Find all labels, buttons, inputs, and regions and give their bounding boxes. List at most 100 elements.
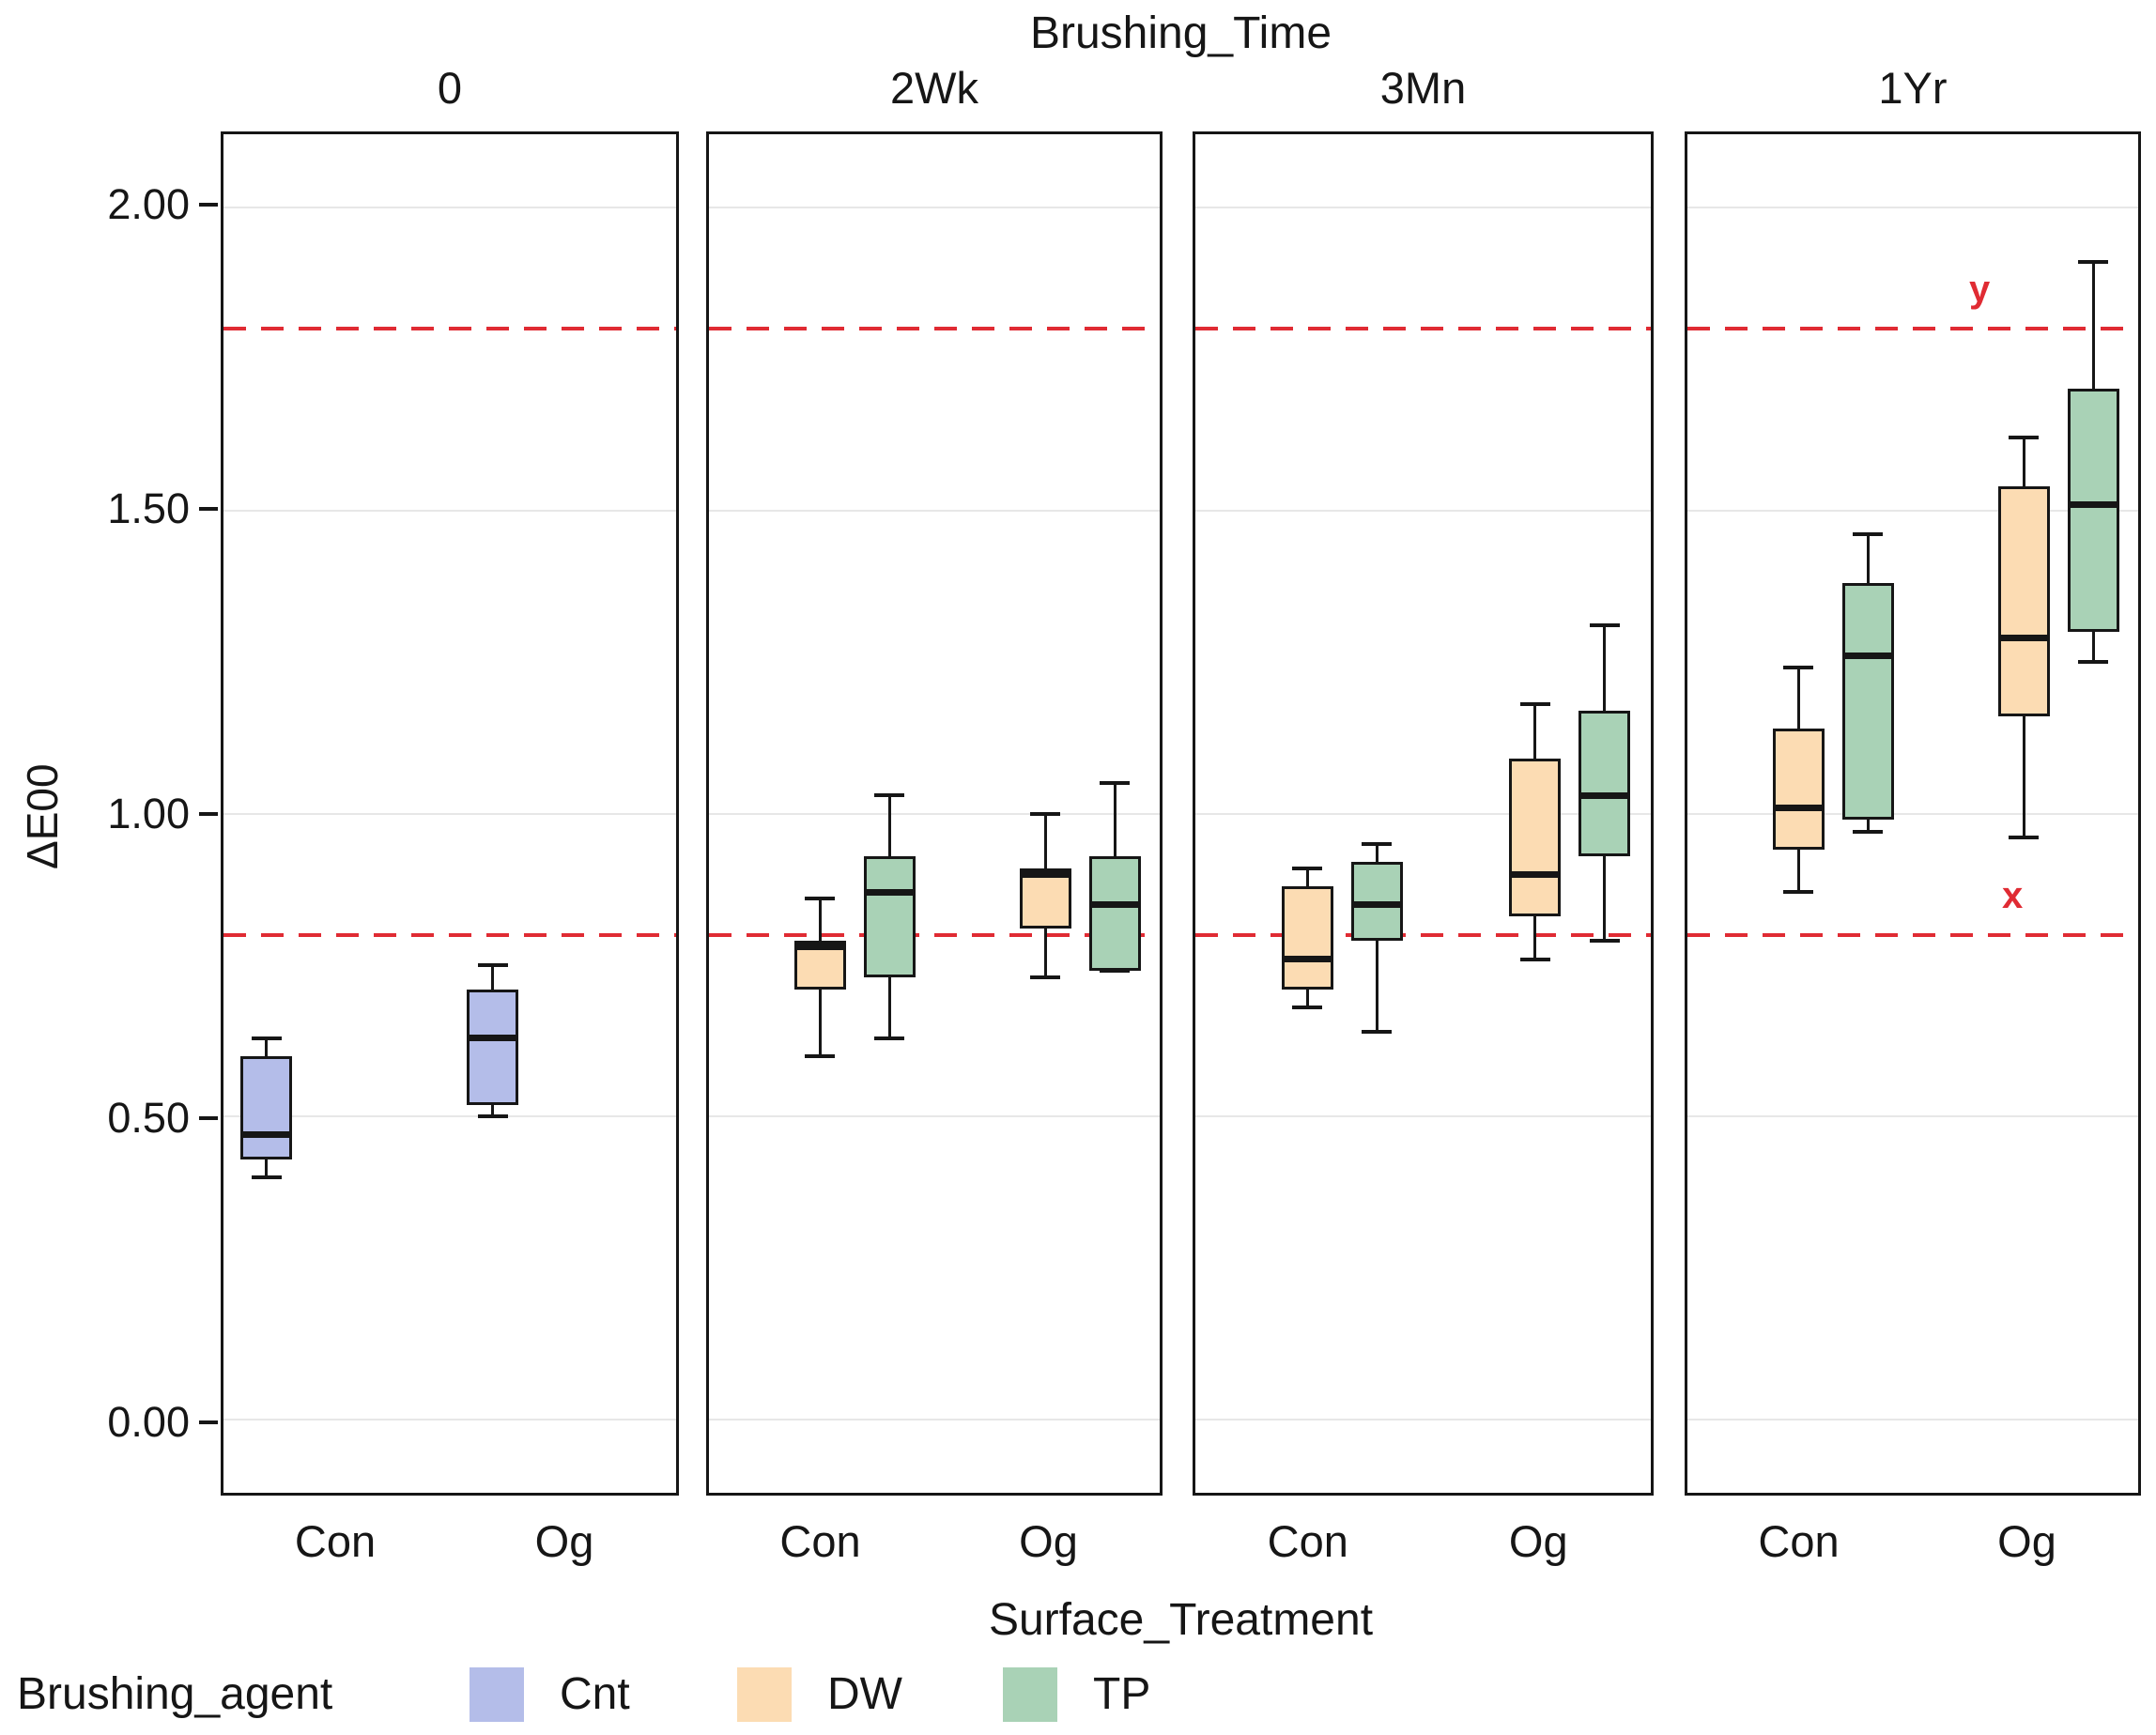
boxplot-median [1578, 791, 1631, 799]
gridline [709, 206, 1160, 208]
boxplot-box [1997, 485, 2050, 717]
gridline [223, 509, 676, 512]
boxplot-whisker-cap [1589, 623, 1620, 628]
x-category-label: Con [1758, 1516, 1840, 1566]
gridline [1687, 509, 2138, 512]
boxplot-box [1841, 583, 1894, 820]
ref-line-label: y [1969, 268, 1991, 310]
gridline [1195, 509, 1651, 512]
x-category-label: Con [779, 1516, 861, 1566]
boxplot-median [793, 944, 846, 951]
boxplot-whisker-cap [477, 1114, 508, 1119]
boxplot-whisker-cap [1362, 1030, 1393, 1035]
boxplot-box [1019, 868, 1071, 929]
legend-swatch [1003, 1667, 1057, 1722]
y-tick-label: 1.50 [107, 484, 190, 533]
x-category-label: Og [534, 1516, 594, 1566]
gridline [1687, 812, 2138, 815]
gridline [709, 812, 1160, 815]
y-tick-label: 2.00 [107, 179, 190, 228]
boxplot-whisker-cap [1783, 890, 1813, 895]
boxplot-box [1509, 759, 1562, 917]
boxplot-median [240, 1131, 292, 1139]
boxplot-whisker-cap [1853, 829, 1883, 834]
boxplot-median [2067, 500, 2119, 508]
boxplot-whisker-cap [477, 962, 508, 967]
x-category-label: Con [1267, 1516, 1348, 1566]
boxplot-whisker-cap [2009, 435, 2039, 439]
boxplot-median [1841, 653, 1894, 660]
legend-item: TP [1003, 1667, 1150, 1722]
reference-line [1195, 326, 1651, 330]
boxplot-whisker-cap [1362, 841, 1393, 846]
y-tick-label: 0.50 [107, 1093, 190, 1142]
facet-strip-label: 2Wk [890, 63, 978, 113]
boxplot-whisker-cap [1589, 939, 1620, 944]
boxplot-whisker-cap [1100, 969, 1130, 974]
legend-swatch [470, 1667, 524, 1722]
boxplot-whisker-cap [874, 1036, 904, 1040]
ref-line-label: x [2002, 874, 2024, 916]
boxplot-median [1019, 870, 1071, 878]
facet-strip-label: 0 [437, 63, 463, 113]
boxplot-box [2067, 389, 2119, 632]
boxplot-whisker-cap [1519, 702, 1550, 707]
gridline [1687, 1419, 2138, 1421]
boxplot-median [1088, 900, 1141, 908]
chart-title: Brushing_Time [1029, 8, 1332, 58]
boxplot-median [1350, 900, 1403, 908]
gridline [1195, 812, 1651, 815]
legend-item-label: TP [1093, 1669, 1151, 1719]
gridline [223, 1115, 676, 1118]
facet-strip-label: 3Mn [1379, 63, 1467, 113]
gridline [1195, 1115, 1651, 1118]
y-tick-label: 0.00 [107, 1398, 190, 1447]
boxplot-whisker-cap [251, 1175, 282, 1180]
boxplot-whisker-cap [874, 793, 904, 798]
facet-strip-label: 1Yr [1878, 63, 1948, 113]
gridline [709, 509, 1160, 512]
boxplot-box [1088, 855, 1141, 972]
boxplot-box [467, 989, 518, 1105]
gridline [223, 812, 676, 815]
boxplot-whisker-cap [1292, 866, 1323, 870]
gridline [1687, 206, 2138, 208]
boxplot-whisker-cap [1519, 957, 1550, 961]
boxplot-median [467, 1035, 518, 1041]
boxplot-whisker-cap [805, 896, 835, 900]
facet-panel [706, 131, 1163, 1496]
boxplot-whisker-cap [1030, 811, 1060, 816]
boxplot-whisker-cap [805, 1053, 835, 1058]
legend-title: Brushing_agent [17, 1669, 333, 1719]
boxplot-median [1772, 804, 1825, 811]
legend-item: Cnt [470, 1667, 630, 1722]
x-axis-title: Surface_Treatment [988, 1595, 1374, 1645]
boxplot-box [1281, 886, 1333, 990]
reference-line [223, 326, 676, 330]
gridline [1687, 1115, 2138, 1118]
legend-item-label: Cnt [560, 1669, 630, 1719]
boxplot-box [1772, 729, 1825, 851]
boxplot-median [1281, 956, 1333, 963]
boxplot-box [240, 1055, 292, 1159]
facet-panel [1193, 131, 1654, 1496]
boxplot-whisker-cap [2078, 660, 2108, 664]
x-category-label: Og [1997, 1516, 2056, 1566]
y-tick-mark [199, 1115, 218, 1120]
y-tick-mark [199, 507, 218, 512]
boxplot-whisker-cap [1292, 1006, 1323, 1010]
boxplot-median [1997, 634, 2050, 641]
boxplot-whisker-cap [1783, 666, 1813, 670]
gridline [223, 206, 676, 208]
boxplot-whisker-cap [251, 1036, 282, 1040]
reference-line [709, 932, 1160, 937]
boxplot-whisker-cap [1853, 532, 1883, 537]
gridline [709, 1419, 1160, 1421]
legend-item-label: DW [827, 1669, 902, 1719]
boxplot-median [863, 888, 916, 896]
boxplot-median [1509, 870, 1562, 878]
reference-line [1687, 326, 2138, 330]
x-category-label: Con [294, 1516, 377, 1566]
